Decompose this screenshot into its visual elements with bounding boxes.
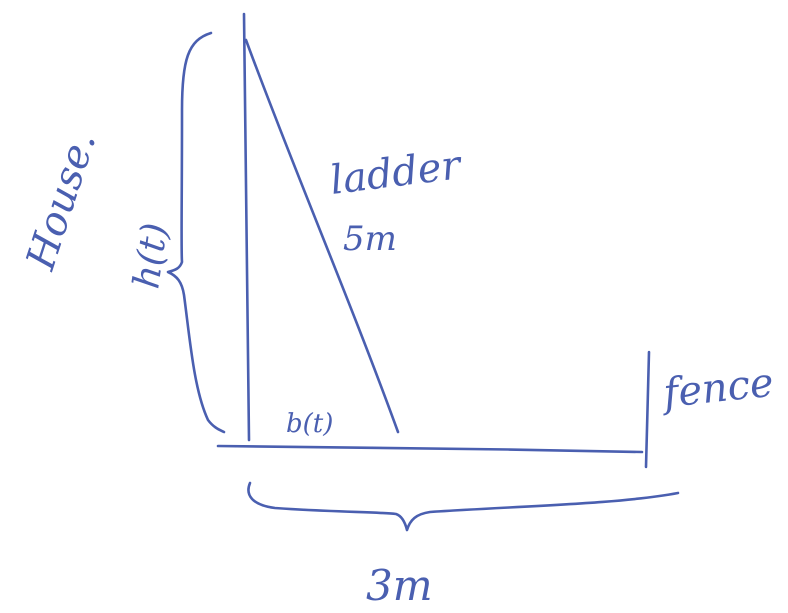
ladder-length-label: 5m	[343, 219, 397, 259]
height-brace	[166, 31, 226, 434]
house-label: House.	[17, 126, 105, 276]
base-label: b(t)	[286, 409, 333, 439]
fence-line	[644, 350, 651, 469]
ladder-title-label: ladder	[328, 142, 466, 204]
distance-brace	[247, 481, 680, 532]
ground-line	[216, 444, 644, 454]
fence-label: fence	[658, 360, 776, 418]
house-wall	[242, 12, 251, 442]
distance-label: 3m	[366, 561, 433, 610]
ladder-line	[244, 38, 400, 434]
height-label: h(t)	[126, 220, 176, 291]
